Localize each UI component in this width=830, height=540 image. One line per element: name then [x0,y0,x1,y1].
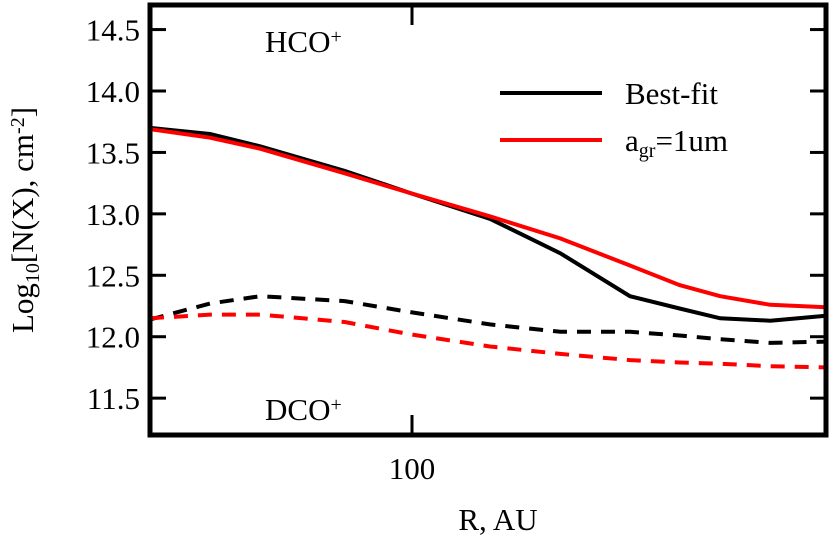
legend-label: agr=1um [625,123,728,162]
text-part: + [330,394,341,416]
text-part: gr [639,140,656,162]
line [149,127,827,310]
axes-frame [147,2,829,438]
text-part: =1um [655,123,728,158]
y-tick-label: 12.0 [86,320,140,355]
y-tick-label: 13.0 [86,197,140,232]
y-axis-label: Log10[N(X), cm-2] [5,107,44,333]
text-part: Log [5,283,40,333]
y-tick-label: 11.5 [87,381,140,416]
line [149,125,827,323]
line [149,294,827,345]
line [149,312,827,370]
annotation: DCO+ [265,392,342,427]
text-part: a [625,123,639,158]
x-tick-label: 100 [389,451,436,486]
x-axis-label: R, AU [458,502,537,537]
text-part: + [330,26,341,48]
text-part: DCO [265,392,330,427]
y-tick-label: 14.5 [86,13,140,48]
annotation: HCO+ [265,24,342,59]
text-part: ] [5,107,40,117]
y-tick-label: 14.0 [86,74,140,109]
text-part: -2 [7,117,29,134]
text-part: Best-fit [625,76,718,111]
y-tick-label: 13.5 [86,135,140,170]
text-part: 10 [22,263,44,283]
legend-label: Best-fit [625,76,718,111]
y-tick-label: 12.5 [86,258,140,293]
text-part: HCO [265,24,330,59]
text-part: [N(X), cm [5,134,40,263]
